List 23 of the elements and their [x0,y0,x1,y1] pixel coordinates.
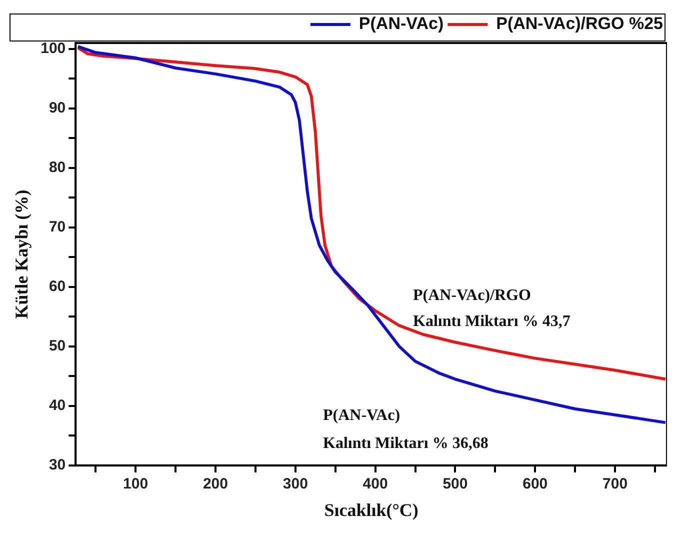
x-axis-title: Sıcaklık(°C) [324,500,418,520]
y-axis-title: Kütle Kaybı (%) [11,190,32,319]
x-tick-label: 200 [202,476,228,493]
legend-label: P(AN-VAc)/RGO %25 [496,14,664,34]
y-tick-label: 90 [48,100,66,117]
x-tick-label: 100 [123,476,148,493]
y-tick-label: 80 [48,159,66,176]
annotation: P(AN-VAc)/RGO [413,287,531,304]
x-tick-label: 700 [602,476,628,493]
annotation: Kalıntı Miktarı % 36,68 [323,435,488,452]
annotation: Kalıntı Miktarı % 43,7 [413,313,570,330]
y-tick-label: 60 [48,278,66,296]
x-tick-label: 600 [522,476,548,493]
y-tick-label: 40 [48,397,66,414]
y-tick-label: 50 [48,338,66,355]
x-tick-label: 500 [442,476,468,493]
y-tick-label: 70 [48,218,66,236]
x-tick-label: 400 [362,476,388,493]
y-tick-label: 100 [40,40,66,58]
y-tick-label: 30 [48,456,66,474]
x-tick-label: 300 [282,476,308,493]
annotation: P(AN-VAc) [323,407,400,424]
legend-label: P(AN-VAc) [358,14,444,34]
